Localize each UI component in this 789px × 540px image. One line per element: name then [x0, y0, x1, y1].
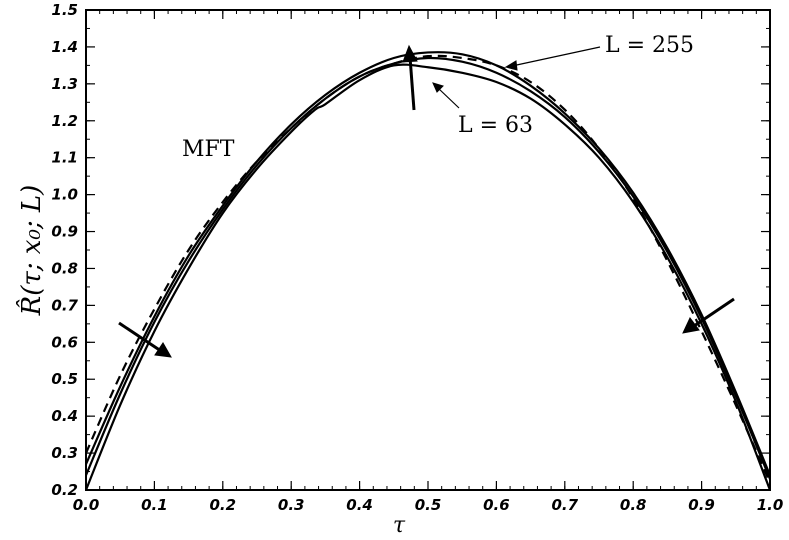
arrow-l63-head	[432, 82, 444, 93]
arrow-l63-pointer	[437, 87, 460, 109]
y-tick-label: 1.5	[51, 1, 78, 19]
arrow-right-shaft	[693, 297, 735, 328]
arrow-up-head	[402, 44, 418, 63]
y-tick-labels: 0.2 0.3 0.4 0.5 0.6 0.7 0.8 0.9 1.0 1.1 1.2 1.3 1.4 1…	[51, 1, 78, 499]
y-tick-label: 1.2	[51, 112, 78, 130]
series-line-0	[84, 54, 772, 484]
y-tick-label: 0.5	[51, 370, 78, 388]
arrow-left-head	[154, 342, 172, 358]
y-tick-label: 0.8	[51, 259, 78, 277]
x-tick-label: 0.2	[210, 496, 237, 514]
x-tick-labels: 0.0 0.1 0.2 0.3 0.4 0.5 0.6 0.7 0.8 0.9 1.0	[73, 496, 784, 514]
x-tick-label: 0.9	[688, 496, 715, 514]
arrow-right-head	[682, 317, 700, 334]
series-line-3	[84, 51, 772, 476]
y-tick-label: 1.3	[51, 75, 78, 93]
arrow-l255-pointer	[511, 46, 601, 67]
series-line-2	[84, 56, 772, 480]
arrow-left-shaft	[118, 321, 162, 353]
x-tick-label: 0.0	[73, 496, 100, 514]
x-tick-label: 0.5	[415, 496, 442, 514]
y-tick-label: 0.7	[51, 296, 78, 314]
x-tick-label: 0.6	[483, 496, 510, 514]
x-tick-label: 1.0	[757, 496, 784, 514]
series-lines	[84, 51, 772, 491]
y-tick-label: 1.4	[51, 38, 78, 56]
y-tick-label: 1.0	[51, 186, 78, 204]
annotation-l255: L = 255	[605, 33, 694, 58]
y-tick-label: 0.4	[51, 407, 78, 425]
x-axis-title: τ	[393, 513, 406, 538]
y-tick-label: 0.9	[51, 223, 78, 241]
annotation-mft: MFT	[182, 137, 235, 162]
arrow-up-shaft	[408, 56, 416, 111]
x-tick-label: 0.3	[278, 496, 305, 514]
y-tick-label: 0.2	[51, 481, 78, 499]
x-tick-label: 0.7	[552, 496, 579, 514]
arrow-l255-head	[504, 60, 518, 71]
series-line-1	[84, 63, 772, 491]
x-tick-label: 0.8	[620, 496, 647, 514]
axis-ticks	[85, 9, 771, 491]
x-tick-label: 0.1	[141, 496, 168, 514]
y-tick-label: 1.1	[51, 149, 78, 167]
y-tick-label: 0.3	[51, 444, 78, 462]
y-tick-label: 0.6	[51, 333, 78, 351]
annotation-arrows	[118, 44, 735, 358]
y-axis-title: R̂(τ; x₀; L)	[16, 185, 47, 317]
annotation-l63: L = 63	[458, 113, 533, 138]
x-tick-label: 0.4	[346, 496, 373, 514]
